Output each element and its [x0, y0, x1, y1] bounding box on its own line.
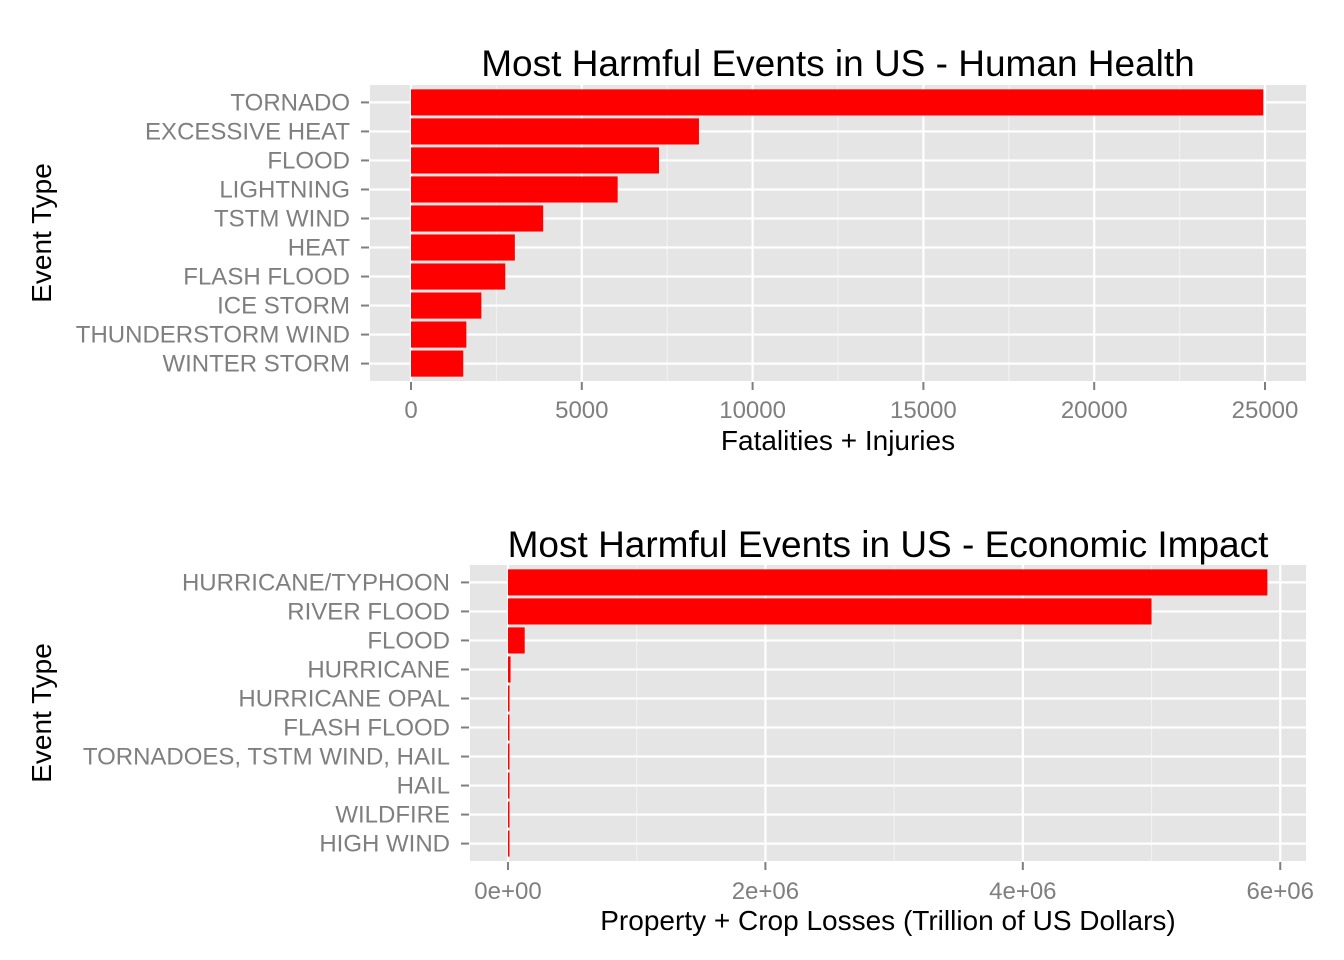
chart-title: Most Harmful Events in US - Economic Imp…: [508, 524, 1269, 565]
bar-flood: [410, 147, 659, 174]
y-tick-label: TORNADO: [230, 89, 350, 116]
x-tick-label: 4e+06: [989, 878, 1056, 905]
y-tick-label: FLOOD: [267, 147, 350, 174]
bar-heat: [410, 234, 515, 261]
x-tick-label: 25000: [1232, 397, 1299, 424]
bar-hurricane: [507, 656, 511, 683]
chart-title: Most Harmful Events in US - Human Health: [481, 43, 1195, 84]
x-axis-title: Fatalities + Injuries: [721, 425, 955, 456]
bar-flash-flood: [507, 714, 510, 741]
x-tick-label: 0: [404, 397, 417, 424]
y-tick-label: EXCESSIVE HEAT: [145, 118, 350, 145]
x-tick-label: 10000: [719, 397, 786, 424]
y-tick-label: FLASH FLOOD: [183, 264, 350, 291]
bar-lightning: [410, 176, 618, 203]
bar-tstm-wind: [410, 205, 544, 232]
bar-winter-storm: [410, 350, 464, 377]
y-tick-label: HURRICANE/TYPHOON: [182, 569, 450, 596]
bar-wildfire: [507, 801, 510, 828]
x-axis-title: Property + Crop Losses (Trillion of US D…: [600, 905, 1175, 936]
x-tick-label: 2e+06: [732, 878, 799, 905]
x-tick-label: 0e+00: [474, 878, 541, 905]
y-tick-label: RIVER FLOOD: [287, 598, 450, 625]
y-tick-label: WINTER STORM: [162, 351, 350, 378]
y-tick-label: TORNADOES, TSTM WIND, HAIL: [83, 744, 450, 771]
y-tick-label: HURRICANE: [307, 656, 450, 683]
y-tick-label: FLOOD: [367, 627, 450, 654]
x-tick-label: 6e+06: [1247, 878, 1314, 905]
bar-hurricane-opal: [507, 685, 510, 712]
y-axis-title: Event Type: [26, 643, 57, 783]
bar-tornadoes-tstm-wind-hail: [507, 743, 510, 770]
y-axis-title: Event Type: [26, 163, 57, 303]
bar-river-flood: [507, 598, 1152, 625]
y-tick-label: HIGH WIND: [319, 831, 450, 858]
x-tick-label: 20000: [1061, 397, 1128, 424]
bar-ice-storm: [410, 292, 482, 319]
y-tick-label: ICE STORM: [217, 293, 350, 320]
y-tick-label: FLASH FLOOD: [283, 715, 450, 742]
bar-thunderstorm-wind: [410, 321, 467, 348]
bar-high-wind: [507, 830, 510, 857]
bar-hail: [507, 772, 510, 799]
y-tick-label: HEAT: [288, 235, 351, 262]
y-tick-label: LIGHTNING: [219, 176, 350, 203]
y-tick-label: HAIL: [397, 773, 450, 800]
bar-flash-flood: [410, 263, 506, 290]
y-tick-label: TSTM WIND: [214, 205, 350, 232]
bar-flood: [507, 627, 525, 654]
bar-tornado: [410, 89, 1264, 116]
bar-hurricane-typhoon: [507, 569, 1268, 596]
x-tick-label: 5000: [555, 397, 608, 424]
y-tick-label: HURRICANE OPAL: [238, 685, 450, 712]
x-tick-label: 15000: [890, 397, 957, 424]
y-tick-label: THUNDERSTORM WIND: [76, 322, 350, 349]
bar-excessive-heat: [410, 118, 699, 145]
y-tick-label: WILDFIRE: [335, 802, 450, 829]
